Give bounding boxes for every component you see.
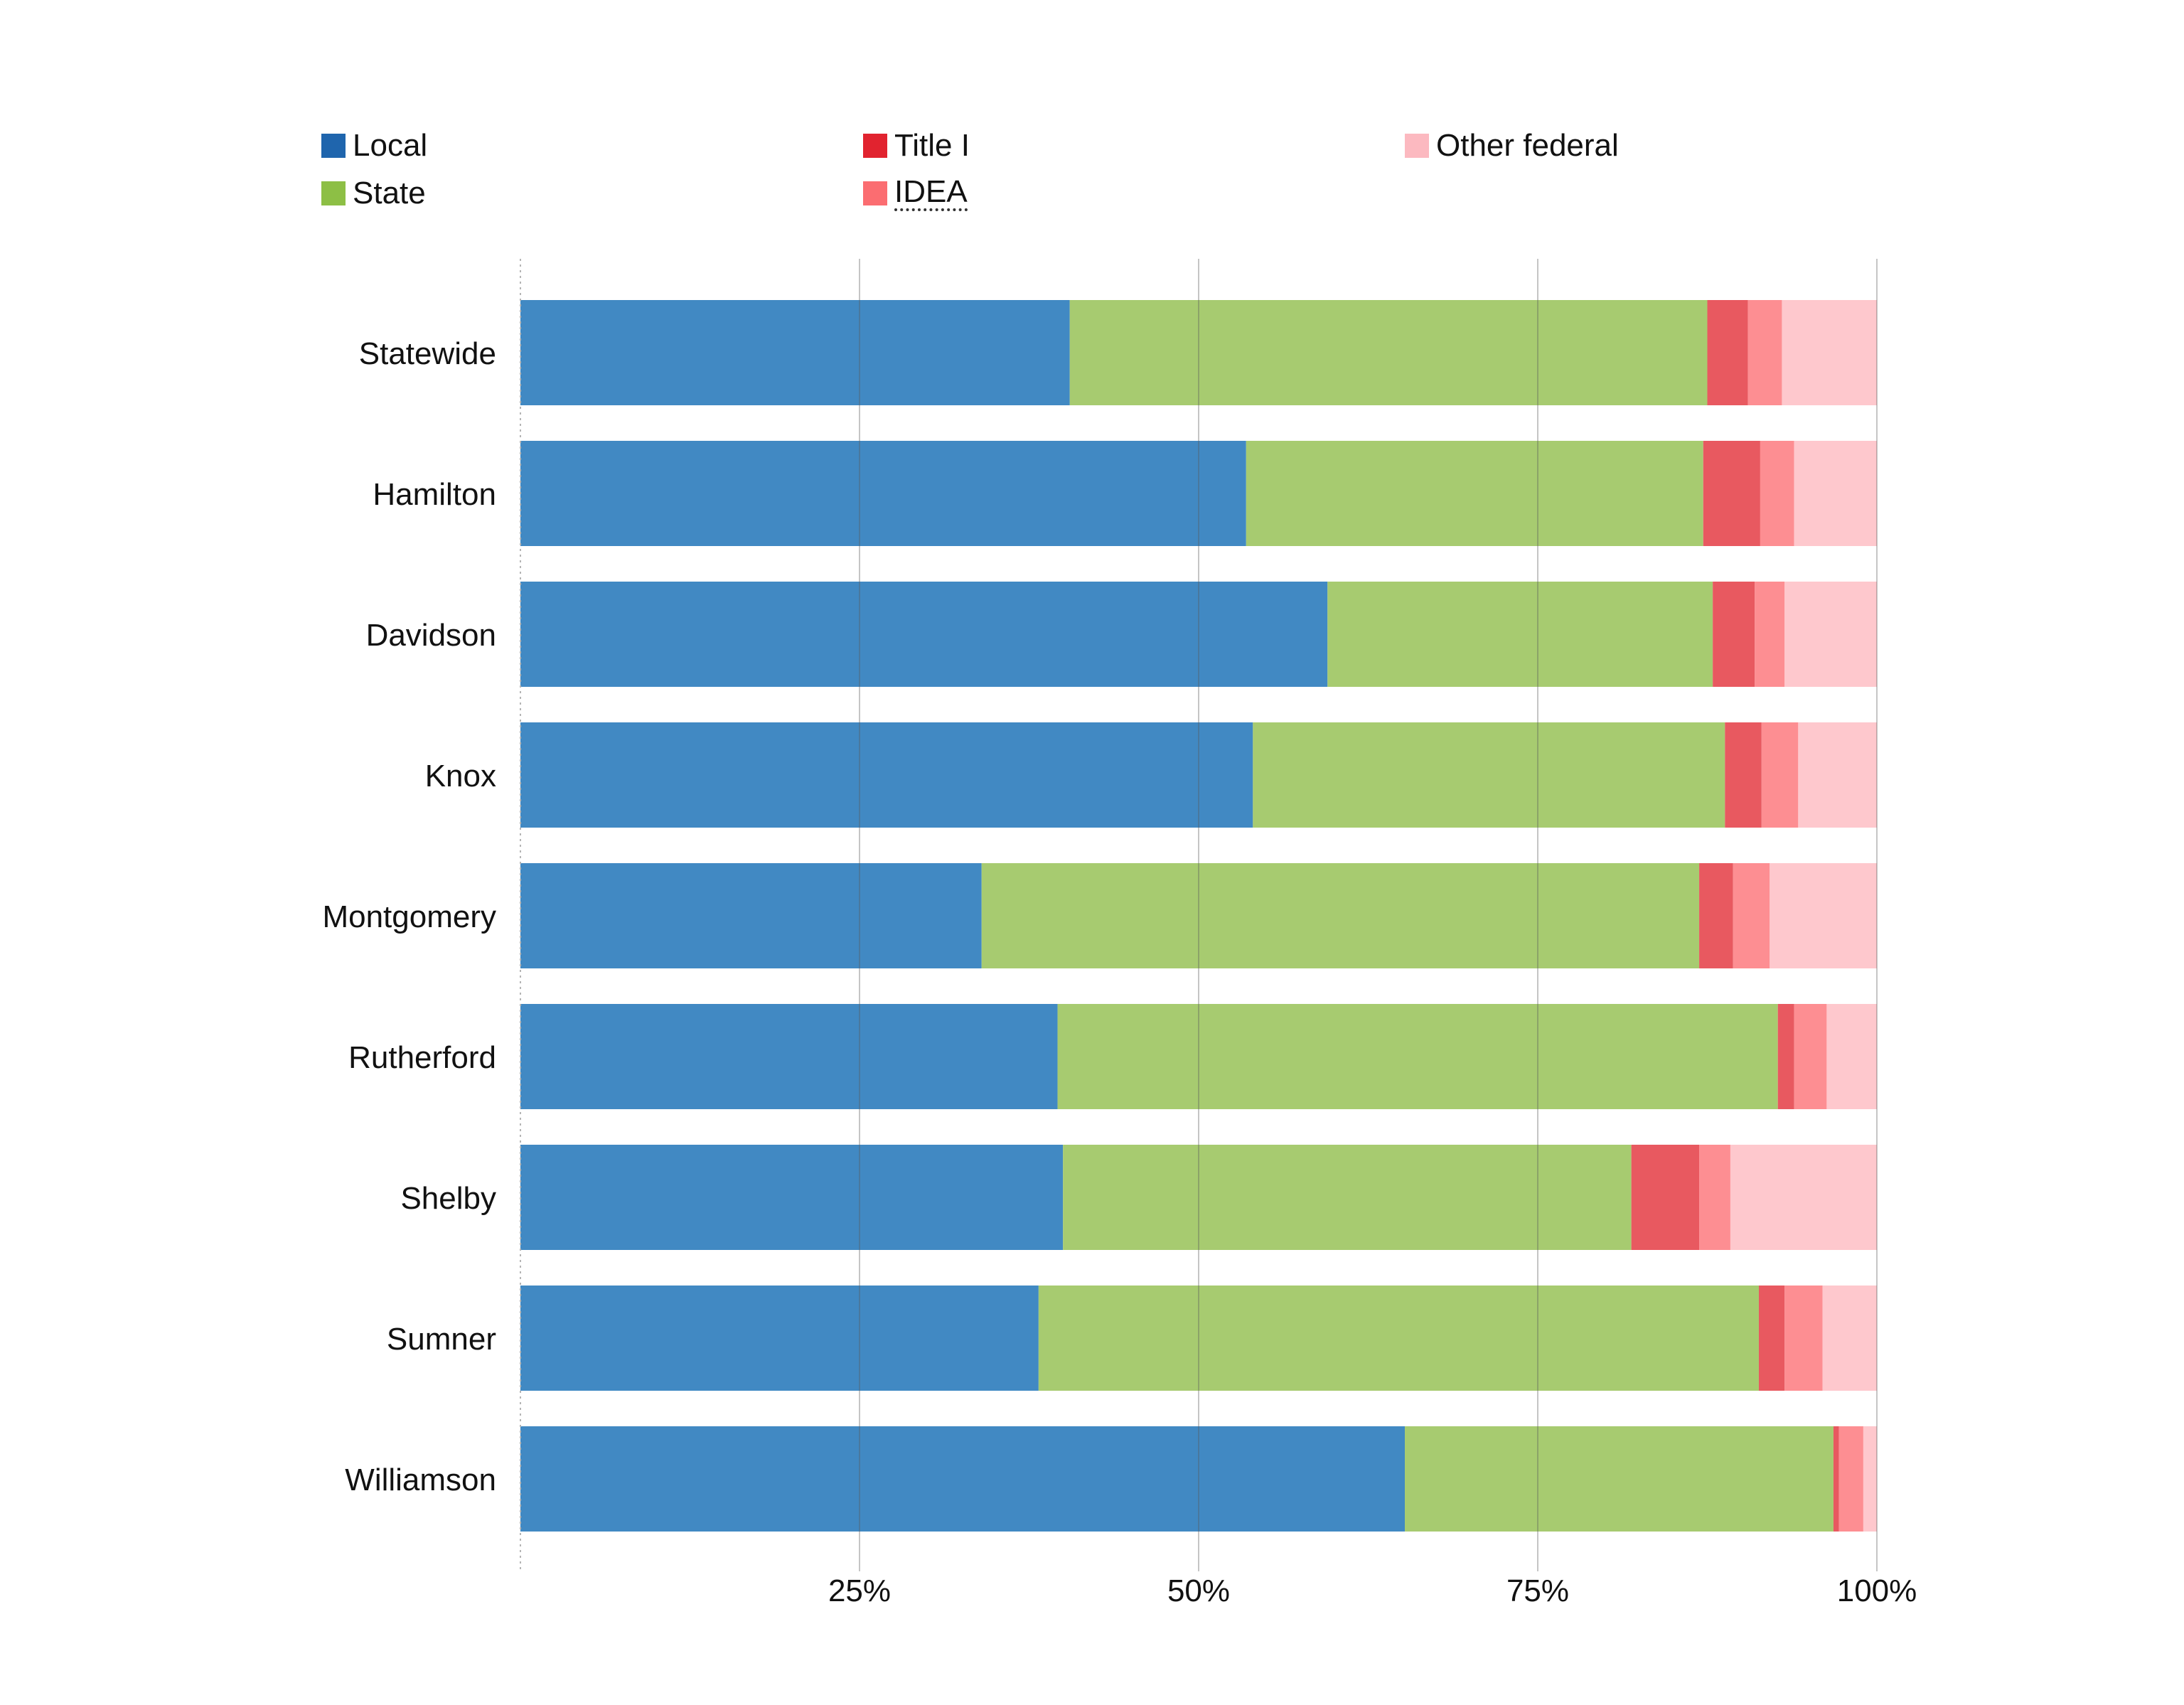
bar-hamilton-state xyxy=(1246,441,1703,546)
category-label: Williamson xyxy=(345,1463,496,1497)
legend-label-title-i: Title I xyxy=(894,128,970,163)
bar-knox-title-i xyxy=(1725,722,1762,828)
legend-item-state: State xyxy=(321,176,426,211)
legend-label-idea[interactable]: IDEA xyxy=(894,175,968,212)
legend-swatch-idea xyxy=(863,181,887,206)
bar-statewide-local xyxy=(520,300,1070,405)
category-label: Statewide xyxy=(359,336,496,371)
bar-statewide-idea xyxy=(1747,300,1782,405)
bar-shelby-other-federal xyxy=(1730,1145,1877,1250)
bar-knox-local xyxy=(520,722,1253,828)
bar-sumner-title-i xyxy=(1759,1286,1785,1391)
bar-rutherford-idea xyxy=(1794,1004,1827,1109)
bar-area xyxy=(520,300,1877,1532)
bar-sumner-idea xyxy=(1784,1286,1823,1391)
bar-rutherford-title-i xyxy=(1777,1004,1794,1109)
bar-rutherford-other-federal xyxy=(1826,1004,1877,1109)
legend-swatch-local xyxy=(321,134,346,158)
legend-item-other-federal: Other federal xyxy=(1405,128,1619,164)
bar-montgomery-idea xyxy=(1733,863,1770,968)
bar-shelby-state xyxy=(1063,1145,1632,1250)
bar-montgomery-title-i xyxy=(1699,863,1733,968)
bar-davidson-title-i xyxy=(1713,582,1755,687)
category-label: Rutherford xyxy=(348,1040,496,1075)
category-labels: Statewide Hamilton Davidson Knox Montgomery R… xyxy=(322,336,496,1497)
bar-knox-other-federal xyxy=(1798,722,1877,828)
bar-davidson-local xyxy=(520,582,1328,687)
legend-label-local: Local xyxy=(353,128,428,163)
bar-statewide-title-i xyxy=(1707,300,1748,405)
bar-sumner-other-federal xyxy=(1822,1286,1877,1391)
bar-shelby-local xyxy=(520,1145,1064,1250)
bar-sumner-state xyxy=(1038,1286,1760,1391)
bar-rutherford-local xyxy=(520,1004,1058,1109)
chart-legend: Local State Title I IDEA Other federal xyxy=(0,0,2184,242)
bar-hamilton-title-i xyxy=(1703,441,1760,546)
grid-lines xyxy=(520,259,1878,1571)
bar-statewide-state xyxy=(1069,300,1708,405)
category-label: Sumner xyxy=(387,1322,496,1357)
category-label: Hamilton xyxy=(373,477,496,512)
legend-swatch-state xyxy=(321,181,346,205)
bar-knox-state xyxy=(1253,722,1725,828)
bar-statewide-other-federal xyxy=(1782,300,1877,405)
bar-knox-idea xyxy=(1761,722,1799,828)
category-label: Knox xyxy=(425,759,496,793)
bar-hamilton-idea xyxy=(1760,441,1794,546)
x-tick-label: 75% xyxy=(1506,1573,1569,1608)
bar-williamson-local xyxy=(520,1426,1406,1532)
legend-item-local: Local xyxy=(321,128,427,164)
bar-davidson-other-federal xyxy=(1784,582,1877,687)
category-label: Davidson xyxy=(366,618,496,653)
legend-label-state: State xyxy=(353,176,426,210)
legend-label-other-federal: Other federal xyxy=(1436,128,1619,163)
bar-montgomery-local xyxy=(520,863,982,968)
bar-rutherford-state xyxy=(1057,1004,1778,1109)
bar-sumner-local xyxy=(520,1286,1039,1391)
bar-montgomery-other-federal xyxy=(1770,863,1877,968)
legend-item-title-i: Title I xyxy=(863,128,970,164)
bar-montgomery-state xyxy=(981,863,1700,968)
bar-shelby-title-i xyxy=(1631,1145,1700,1250)
bar-williamson-title-i xyxy=(1833,1426,1839,1532)
category-label: Montgomery xyxy=(322,899,496,934)
bar-hamilton-other-federal xyxy=(1794,441,1877,546)
bar-shelby-idea xyxy=(1699,1145,1730,1250)
x-tick-label: 25% xyxy=(828,1573,891,1608)
legend-item-idea[interactable]: IDEA xyxy=(863,175,968,212)
legend-swatch-other-federal xyxy=(1405,134,1429,158)
bar-hamilton-local xyxy=(520,441,1246,546)
x-tick-label: 100% xyxy=(1837,1573,1917,1608)
bar-davidson-idea xyxy=(1755,582,1785,687)
bar-davidson-state xyxy=(1327,582,1713,687)
bar-williamson-other-federal xyxy=(1863,1426,1877,1532)
bar-williamson-idea xyxy=(1838,1426,1863,1532)
x-axis-tick-labels: 25% 50% 75% 100% xyxy=(828,1573,1917,1608)
bar-williamson-state xyxy=(1405,1426,1834,1532)
x-tick-label: 50% xyxy=(1167,1573,1230,1608)
legend-swatch-title-i xyxy=(863,134,887,158)
category-label: Shelby xyxy=(400,1181,496,1216)
